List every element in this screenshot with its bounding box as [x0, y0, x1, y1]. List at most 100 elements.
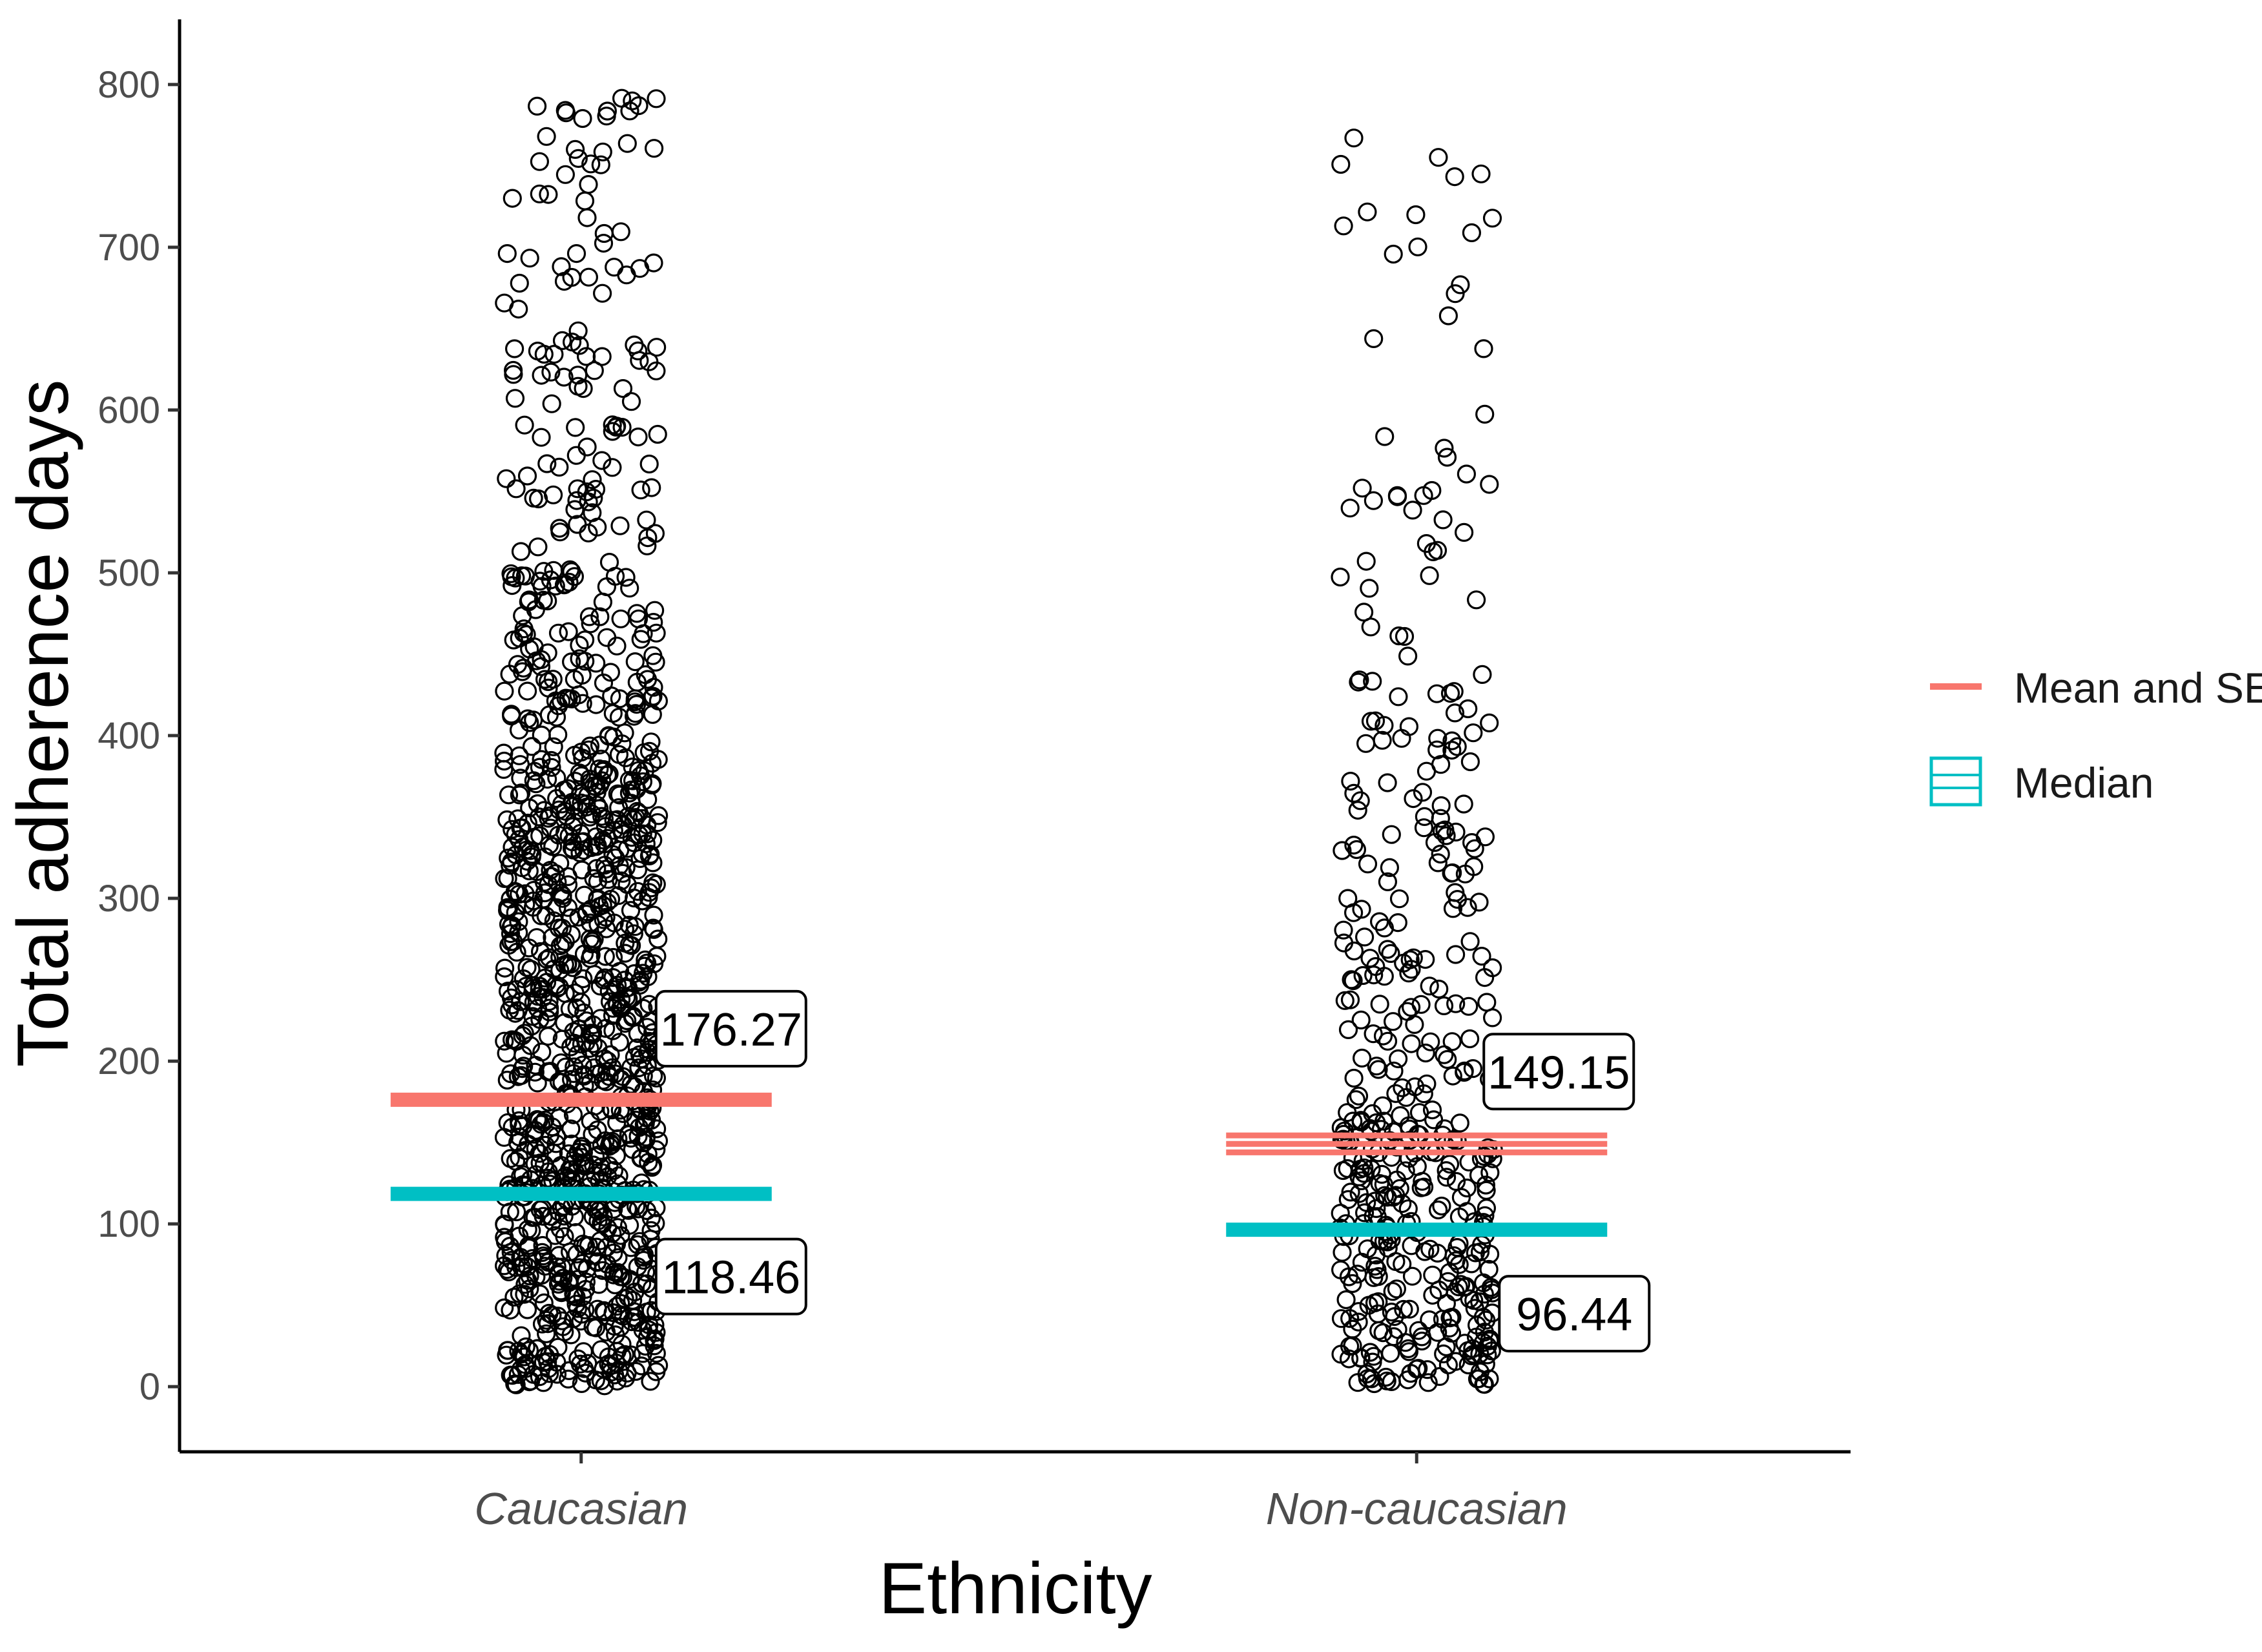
- y-tick-label: 300: [98, 878, 160, 920]
- data-point: [1331, 1203, 1350, 1223]
- data-point: [583, 503, 602, 522]
- data-point: [631, 480, 650, 500]
- data-point: [632, 1049, 651, 1069]
- data-point: [1473, 665, 1492, 685]
- points-layer: [494, 88, 1503, 1396]
- data-point: [1442, 863, 1461, 883]
- data-point: [1447, 737, 1467, 756]
- data-point: [514, 1254, 534, 1274]
- data-point: [641, 1372, 660, 1391]
- data-point: [556, 1166, 576, 1186]
- data-point: [617, 134, 637, 153]
- data-point: [530, 1284, 550, 1304]
- data-point: [1460, 932, 1480, 951]
- legend-label-mean: Mean and SE: [2014, 664, 2262, 712]
- data-point: [605, 258, 624, 277]
- data-point: [528, 341, 548, 361]
- data-point: [545, 344, 564, 364]
- data-point: [1354, 603, 1374, 622]
- data-point: [617, 265, 636, 285]
- data-point: [517, 958, 537, 977]
- data-point: [579, 523, 598, 542]
- summary-lines-layer: [390, 1092, 1608, 1237]
- data-point: [1446, 822, 1466, 842]
- data-point: [566, 1147, 585, 1166]
- data-point: [1334, 920, 1353, 940]
- data-point: [501, 1243, 521, 1262]
- data-point: [577, 437, 597, 457]
- data-point: [537, 1324, 556, 1343]
- mean-data-label-box: [1482, 1033, 1635, 1111]
- data-point: [1349, 1312, 1368, 1332]
- data-point: [550, 977, 569, 996]
- data-point: [1438, 1049, 1457, 1069]
- data-point: [572, 1137, 592, 1156]
- data-point: [501, 856, 520, 875]
- data-point: [574, 1359, 594, 1378]
- data-point: [586, 1166, 605, 1185]
- data-point: [568, 321, 588, 340]
- data-point: [1471, 164, 1491, 183]
- data-point: [1353, 1048, 1372, 1068]
- data-point: [1480, 1163, 1500, 1182]
- data-point: [529, 807, 549, 827]
- data-point: [603, 947, 623, 967]
- data-point: [539, 185, 558, 204]
- data-point: [612, 88, 632, 108]
- data-point: [1331, 154, 1351, 174]
- data-point: [1391, 1106, 1410, 1126]
- data-point: [637, 1302, 656, 1322]
- data-point: [1405, 1015, 1424, 1035]
- data-point: [1440, 1318, 1459, 1337]
- data-point: [577, 1259, 597, 1279]
- data-point: [539, 809, 558, 828]
- data-point: [500, 1203, 519, 1222]
- data-point: [537, 454, 557, 473]
- data-point: [554, 1206, 574, 1226]
- data-point: [625, 917, 645, 936]
- data-point: [636, 665, 655, 685]
- data-point: [1358, 202, 1377, 222]
- data-point: [1387, 1279, 1406, 1299]
- data-point: [589, 1275, 608, 1294]
- data-point: [1338, 889, 1358, 908]
- data-point: [596, 947, 615, 966]
- data-point: [519, 1341, 539, 1360]
- data-point: [568, 1299, 588, 1318]
- data-point: [1344, 783, 1364, 803]
- data-point: [1384, 1061, 1404, 1081]
- data-point: [1450, 1113, 1469, 1133]
- data-point: [1364, 1024, 1383, 1044]
- data-point: [524, 488, 543, 508]
- data-point: [574, 1003, 594, 1022]
- data-point: [1369, 1292, 1388, 1312]
- data-point: [1482, 209, 1502, 228]
- data-point: [1376, 1367, 1396, 1387]
- data-point: [1399, 717, 1418, 736]
- data-point: [1333, 1243, 1352, 1262]
- data-point: [607, 1353, 626, 1372]
- data-point: [622, 827, 641, 847]
- data-point: [1480, 713, 1499, 733]
- data-point: [1344, 129, 1364, 148]
- data-point: [555, 101, 575, 120]
- data-point: [649, 929, 668, 949]
- x-tick-label: Caucasian: [474, 1483, 688, 1534]
- data-point: [1356, 552, 1376, 571]
- data-point: [517, 681, 537, 701]
- data-point: [583, 1024, 603, 1043]
- data-point: [1347, 840, 1366, 860]
- data-point: [647, 1344, 666, 1363]
- data-point: [550, 854, 570, 873]
- data-point: [1396, 1161, 1415, 1181]
- data-point: [616, 568, 636, 587]
- data-point: [552, 331, 572, 351]
- data-point: [1473, 1333, 1493, 1352]
- data-point: [506, 1202, 526, 1222]
- data-point: [1402, 1034, 1421, 1053]
- data-point: [587, 782, 607, 802]
- median-data-label-box: [1498, 1275, 1651, 1353]
- data-point: [534, 562, 554, 581]
- data-point: [1406, 205, 1426, 225]
